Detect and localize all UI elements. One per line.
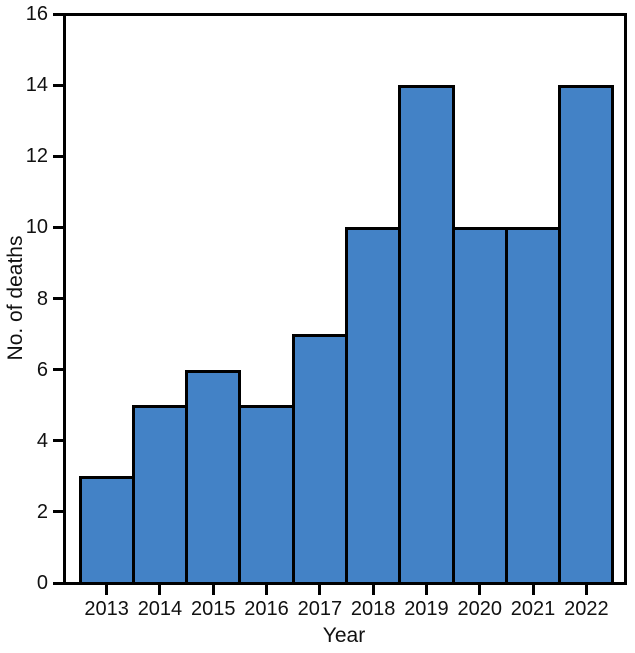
y-tick <box>52 154 63 158</box>
x-tick-label: 2013 <box>84 598 129 620</box>
y-tick <box>52 510 63 514</box>
bar-2015 <box>185 369 242 583</box>
y-tick <box>52 581 63 585</box>
x-axis-title: Year <box>322 624 366 647</box>
bar-2022 <box>558 85 615 583</box>
y-tick-label: 12 <box>25 145 48 168</box>
bar-2014 <box>131 405 189 583</box>
bar-2016 <box>238 405 295 583</box>
bar-2019 <box>398 85 455 583</box>
x-tick <box>105 584 109 595</box>
x-tick-label: 2019 <box>404 598 449 620</box>
y-tick <box>52 297 63 300</box>
x-tick <box>584 584 588 595</box>
y-tick-label: 10 <box>25 216 48 239</box>
x-tick <box>531 584 535 595</box>
y-tick-label: 2 <box>36 500 48 523</box>
y-tick-label: 14 <box>25 74 48 97</box>
bar-2020 <box>451 227 508 583</box>
x-tick <box>371 584 375 595</box>
x-tick-label: 2017 <box>297 598 343 620</box>
y-tick <box>52 439 63 443</box>
y-tick-label: 16 <box>25 3 48 25</box>
bar-2017 <box>291 334 348 583</box>
x-tick-label: 2016 <box>244 598 289 620</box>
x-tick-label: 2022 <box>564 598 609 620</box>
x-tick <box>265 584 269 595</box>
x-tick <box>318 584 322 595</box>
x-tick-label: 2018 <box>350 598 396 620</box>
bar-2021 <box>504 227 562 583</box>
x-tick <box>478 584 482 595</box>
y-tick-label: 0 <box>36 572 48 594</box>
bar-2018 <box>345 227 402 583</box>
y-tick <box>52 225 63 229</box>
y-tick <box>52 12 63 16</box>
x-tick-label: 2020 <box>457 598 503 620</box>
y-tick <box>52 368 63 372</box>
x-tick-label: 2014 <box>137 598 183 620</box>
x-tick-label: 2021 <box>510 598 556 620</box>
x-tick <box>424 584 428 595</box>
y-tick <box>52 83 63 87</box>
x-tick-label: 2015 <box>191 598 236 620</box>
x-tick <box>158 584 162 595</box>
y-tick-label: 4 <box>36 429 48 452</box>
bar-2013 <box>78 476 135 583</box>
y-tick-label: 6 <box>36 358 48 381</box>
x-tick <box>211 584 215 595</box>
y-tick-label: 8 <box>36 287 48 310</box>
